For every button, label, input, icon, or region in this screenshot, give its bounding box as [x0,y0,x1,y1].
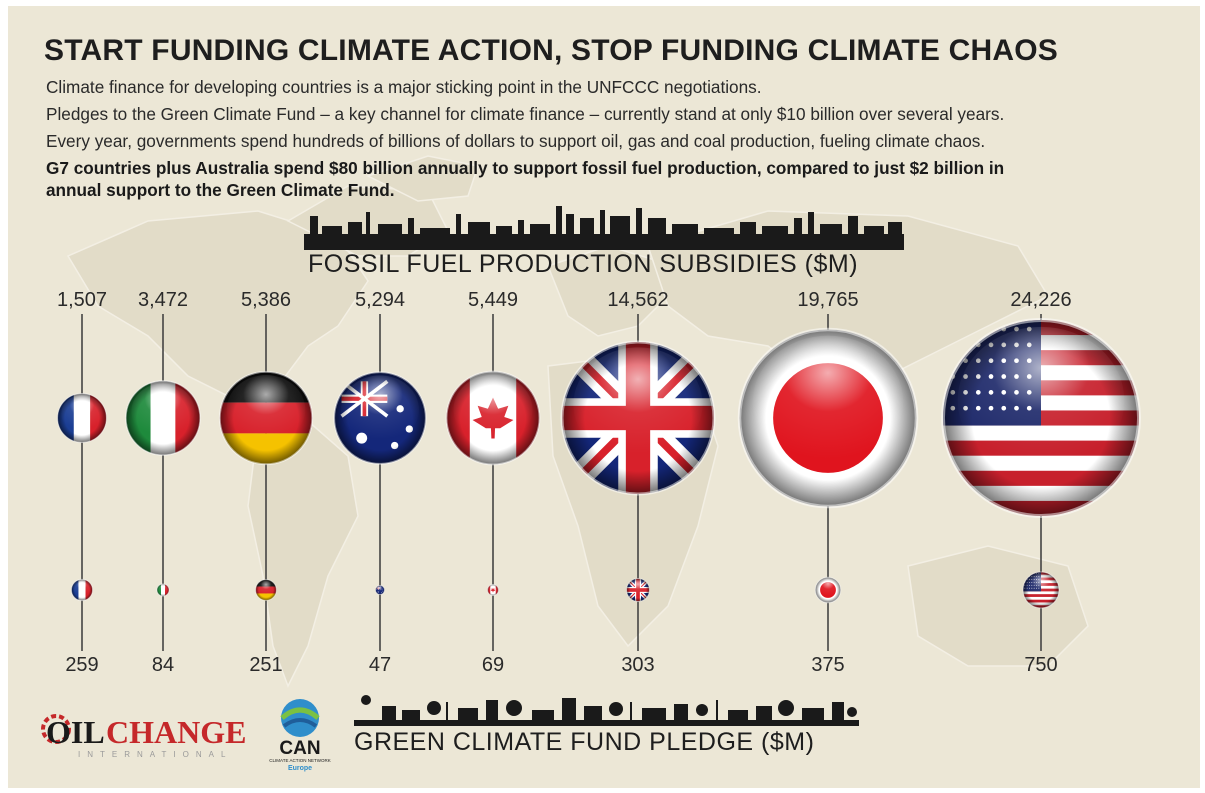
pledge-value-label: 47 [369,654,391,676]
country-column-japan: 19,765 375 [737,289,919,676]
can-europe-logo: CAN CLIMATE ACTION NETWORK Europe [260,696,340,781]
subsidy-value-label: 5,449 [468,289,518,311]
subsidy-pledge-chart: 1,507 259 3,472 84 5,386 251 5,294 47 5,449 69 14,… [57,289,1141,676]
top-axis-title: FOSSIL FUEL PRODUCTION SUBSIDIES ($M) [308,250,859,278]
pledge-value-label: 259 [65,654,98,676]
pledge-value-label: 303 [621,654,654,676]
subsidy-value-label: 19,765 [797,289,858,311]
subsidy-bubble [333,371,427,465]
oilchange-change-text: CHANGE [106,714,246,750]
country-column-uk: 14,562 303 [560,289,716,676]
subsidy-bubble [737,327,919,509]
pledge-bubble [156,583,170,597]
pledge-bubble [1022,571,1060,609]
country-column-france: 1,507 259 [57,289,107,676]
pledge-bubble [70,578,94,602]
can-main-text: CAN [279,738,320,759]
green-town-silhouette [354,695,859,726]
intro-line-3: Every year, governments spend hundreds o… [46,131,986,151]
subsidy-bubble [125,380,201,456]
pledge-value-label: 750 [1024,654,1057,676]
subsidy-value-label: 5,294 [355,289,405,311]
subsidy-bubble [57,393,107,443]
subsidy-bubble [941,318,1141,518]
country-column-usa: 24,226 750 [941,289,1141,676]
oilchange-sub-text: INTERNATIONAL [78,750,232,759]
industry-skyline-silhouette [304,206,904,250]
country-column-canada: 5,449 69 [445,289,541,676]
can-region-text: Europe [288,765,312,772]
oilchange-logo: OIL CHANGE INTERNATIONAL [38,701,248,768]
country-column-australia: 5,294 47 [333,289,427,676]
intro-line-5: annual support to the Green Climate Fund… [46,180,395,200]
subsidy-value-label: 1,507 [57,289,107,311]
pledge-value-label: 375 [811,654,844,676]
pledge-value-label: 69 [482,654,504,676]
country-column-germany: 5,386 251 [218,289,314,676]
pledge-bubble [374,584,386,596]
subsidy-value-label: 24,226 [1010,289,1071,311]
pledge-value-label: 251 [249,654,282,676]
pledge-bubble [255,579,277,601]
page-title: START FUNDING CLIMATE ACTION, STOP FUNDI… [44,34,1058,67]
pledge-bubble [626,578,650,602]
subsidy-bubble [560,340,716,496]
bottom-axis-title: GREEN CLIMATE FUND PLEDGE ($M) [354,728,815,756]
subsidy-bubble [445,370,541,466]
pledge-bubble [487,584,499,596]
subsidy-value-label: 5,386 [241,289,291,311]
infographic-poster: START FUNDING CLIMATE ACTION, STOP FUNDI… [8,6,1200,788]
pledge-value-label: 84 [152,654,174,676]
intro-line-1: Climate finance for developing countries… [46,77,762,97]
can-sub-text: CLIMATE ACTION NETWORK [269,758,330,763]
pledge-bubble [814,576,842,604]
intro-line-2: Pledges to the Green Climate Fund – a ke… [46,104,1005,124]
intro-line-4: G7 countries plus Australia spend $80 bi… [46,158,1005,178]
country-column-italy: 3,472 84 [125,289,201,676]
subsidy-value-label: 14,562 [607,289,668,311]
oilchange-oil-text: OIL [46,714,105,750]
subsidy-bubble [218,370,314,466]
subsidy-value-label: 3,472 [138,289,188,311]
